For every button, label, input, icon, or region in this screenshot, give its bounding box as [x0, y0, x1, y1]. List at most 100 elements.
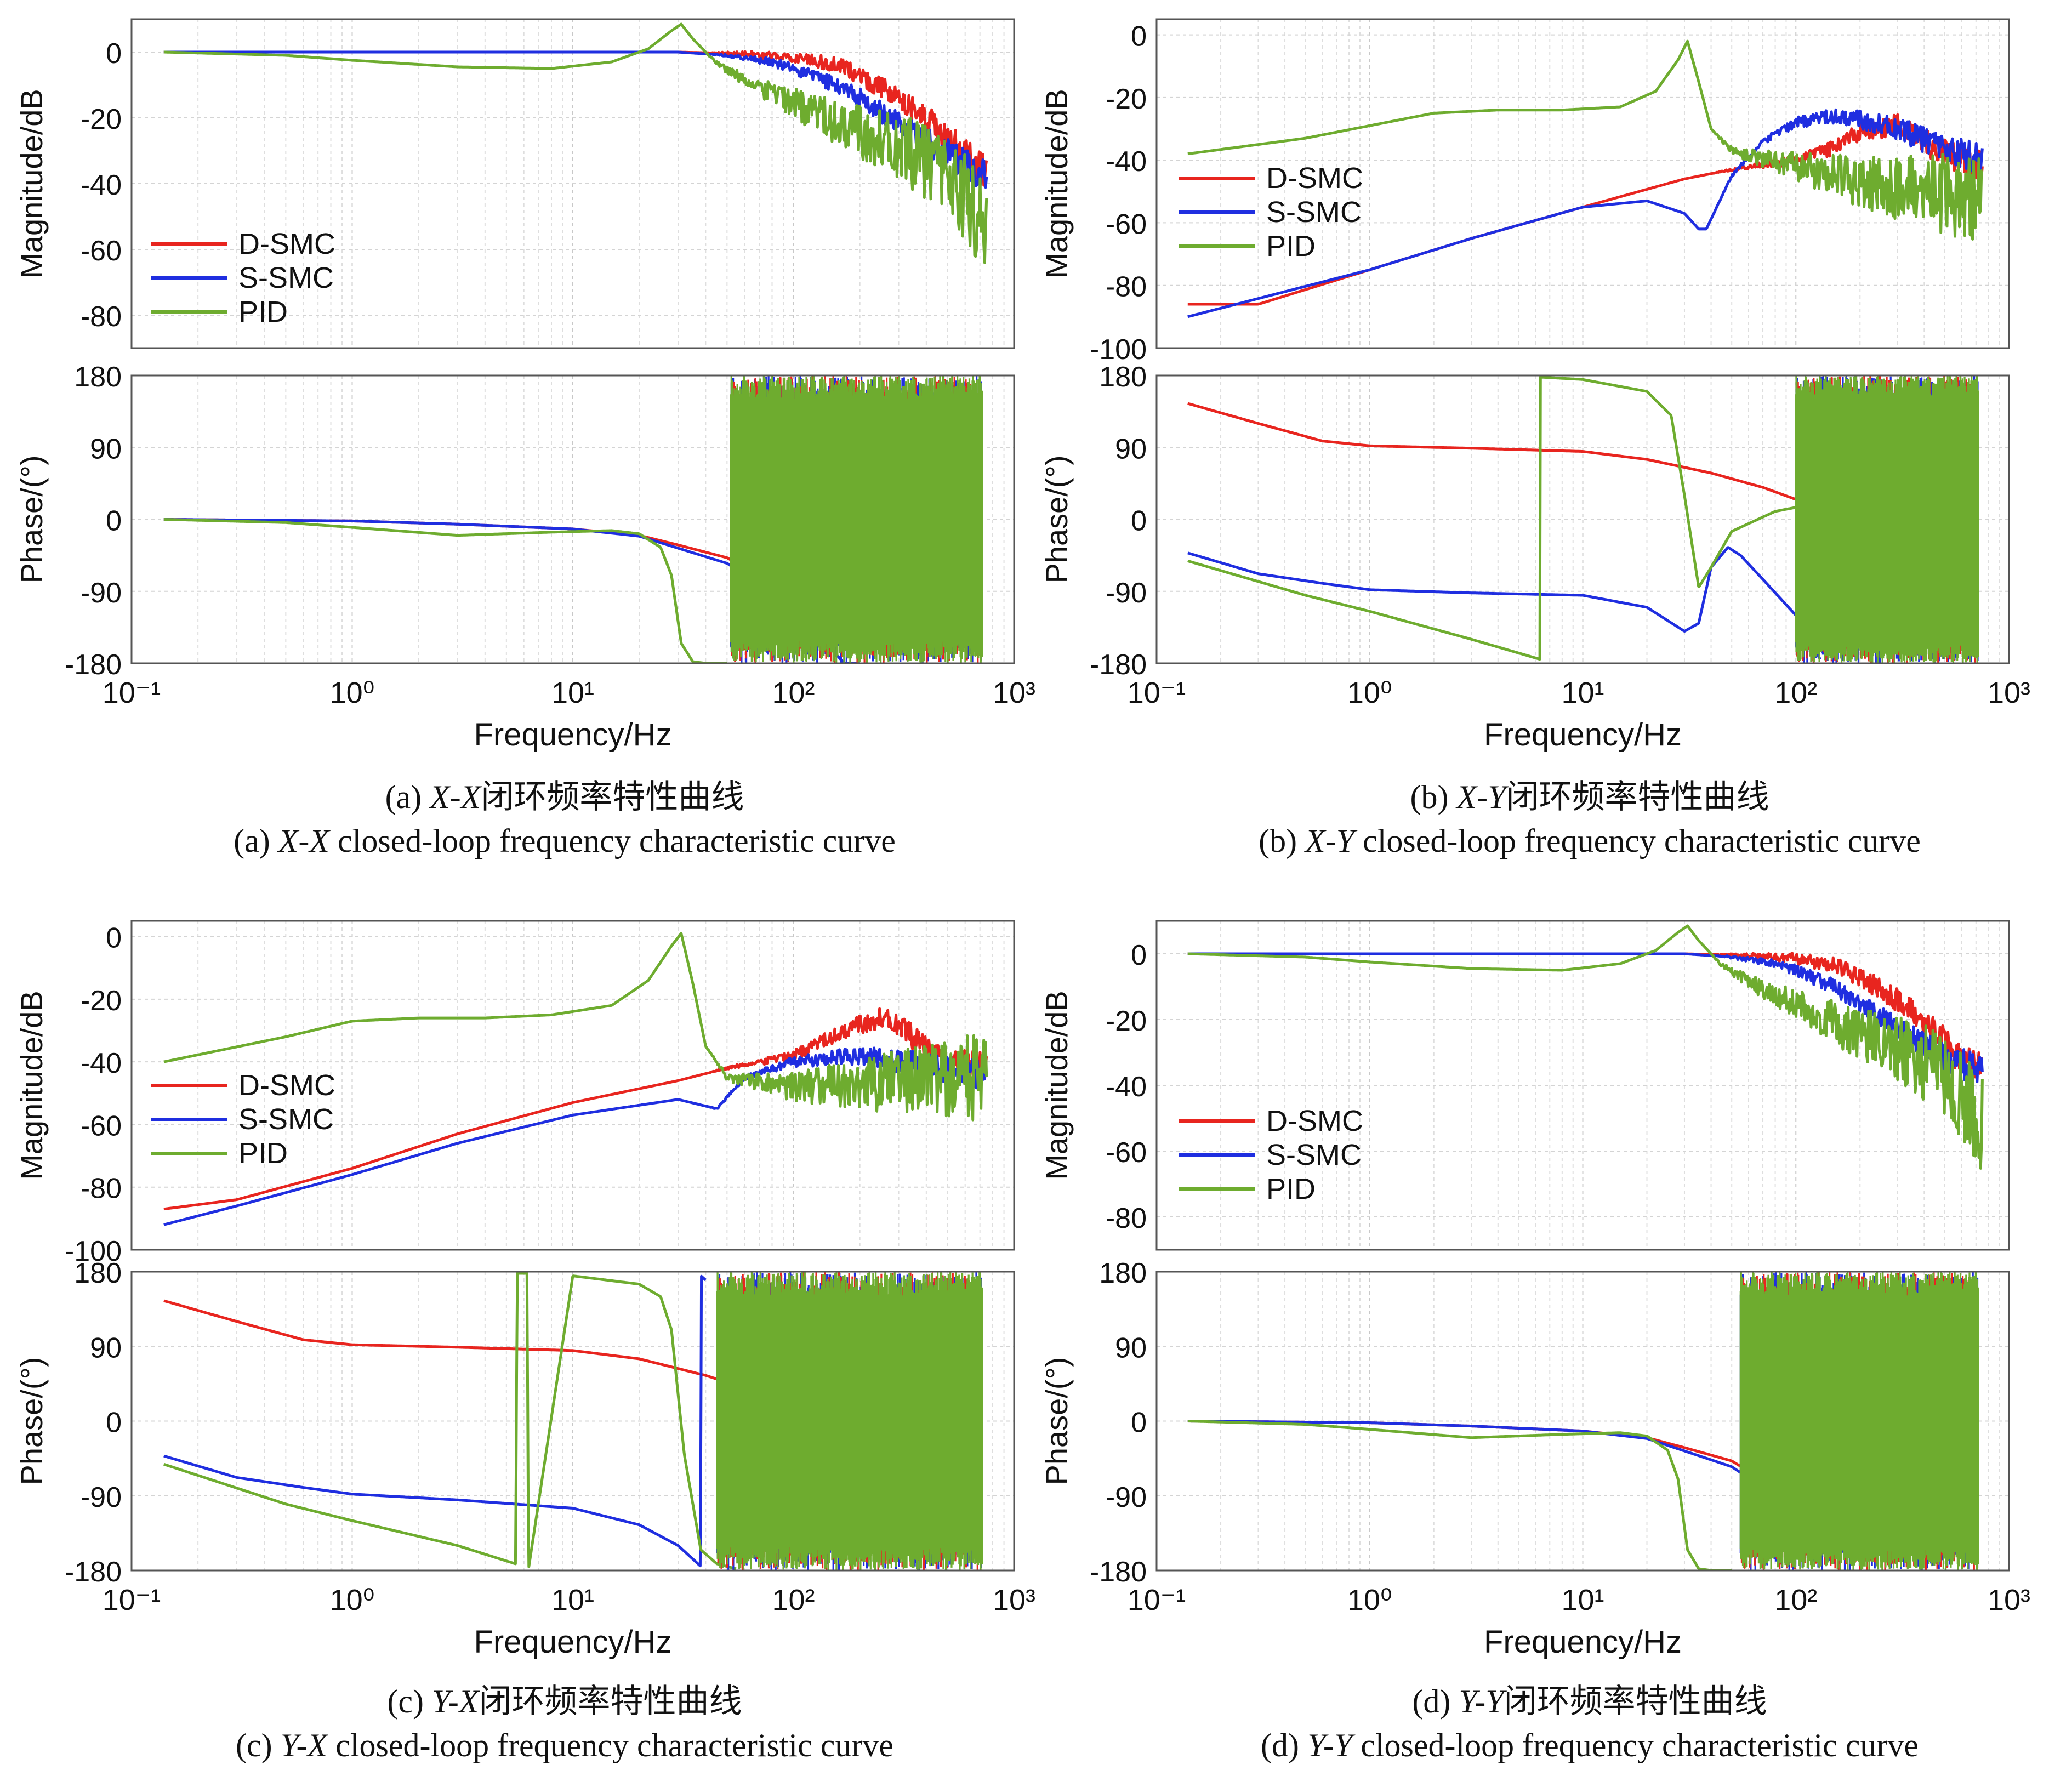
chart-b-legend-label-d-smc: D-SMC	[1266, 162, 1363, 195]
chart-c-phase-series-d-smc	[163, 1299, 745, 1390]
chart-c-phase-frame	[130, 1271, 1015, 1572]
chart-b-xlabel: Frequency/Hz	[1484, 717, 1682, 753]
chart-a-magnitude-ytick-label: -80	[81, 301, 122, 333]
chart-d-magnitude-frame	[1155, 920, 2010, 1251]
caption-a-en: (a) X-X closed-loop frequency characteri…	[234, 823, 896, 859]
chart-a-magnitude-series-s-smc	[163, 50, 988, 189]
chart-a-magnitude-ylabel: Magnitude/dB	[14, 89, 49, 278]
chart-d-phase-ytick-label: -90	[1106, 1482, 1147, 1513]
chart-b-legend-label-pid: PID	[1266, 230, 1316, 263]
chart-c-phase-ytick-label: 180	[74, 1257, 122, 1289]
chart-a-phase-ylabel: Phase/(°)	[14, 455, 49, 583]
chart-b-magnitude-series-s-smc	[1187, 108, 1984, 318]
chart-c-magnitude-frame	[130, 920, 1015, 1251]
chart-d-phase-ytick-label: 90	[1115, 1332, 1147, 1364]
chart-b-phase-ytick-label: 0	[1131, 505, 1147, 537]
chart-b-phase-frame	[1155, 374, 2010, 664]
chart-a-phase-ytick-label: -180	[65, 649, 122, 681]
chart-c-phase-ytick-label: 0	[106, 1407, 122, 1439]
chart-d-phase-wrap-pid	[1739, 1272, 1979, 1570]
chart-a-phase-ytick-label: 180	[74, 361, 122, 393]
chart-c-magnitude-series-pid	[163, 932, 988, 1122]
chart-b-legend-label-s-smc: S-SMC	[1266, 196, 1362, 229]
caption-b-cn: (b) X-Y闭环频率特性曲线	[1410, 779, 1769, 815]
chart-b-magnitude-ytick-label: -20	[1106, 83, 1147, 115]
chart-b-phase-xtick-label: 10⁻¹	[1128, 676, 1186, 709]
caption-b-en: (b) X-Y closed-loop frequency characteri…	[1259, 823, 1921, 859]
chart-c-magnitude-series-group	[163, 932, 988, 1226]
chart-c-phase-ytick-label: -90	[81, 1482, 122, 1513]
chart-c-magnitude-series-d-smc	[163, 1007, 988, 1211]
chart-a-phase-ytick-label: -90	[81, 577, 122, 609]
chart-d-phase-xtick-label: 10¹	[1561, 1584, 1604, 1616]
chart-d-phase-ytick-label: 0	[1131, 1407, 1147, 1439]
chart-c-magnitude-ytick-label: -80	[81, 1173, 122, 1205]
chart-d-magnitude-ytick-label: 0	[1131, 940, 1147, 971]
chart-c-legend-label-d-smc: D-SMC	[238, 1069, 335, 1102]
chart-b-magnitude-ytick-label: -40	[1106, 146, 1147, 178]
chart-c-phase-ytick-label: -180	[65, 1556, 122, 1588]
chart-d-xlabel: Frequency/Hz	[1484, 1624, 1682, 1660]
chart-c-phase-series-group	[163, 1272, 983, 1570]
chart-d-phase-ylabel: Phase/(°)	[1039, 1357, 1074, 1485]
chart-c-magnitude-series-s-smc	[163, 1046, 987, 1226]
chart-c-magnitude-ylabel: Magnitude/dB	[14, 991, 49, 1180]
chart-d-legend-label-s-smc: S-SMC	[1266, 1139, 1362, 1171]
chart-a-phase-series-pid	[163, 518, 728, 663]
chart-a-phase-xtick-label: 10⁰	[330, 676, 375, 709]
chart-a-phase-ytick-label: 90	[90, 433, 122, 465]
chart-b-magnitude-ytick-label: -60	[1106, 208, 1147, 240]
chart-c-magnitude-ytick-label: -100	[65, 1236, 122, 1267]
chart-c-legend-label-s-smc: S-SMC	[238, 1103, 334, 1136]
chart-a-magnitude-series-pid	[163, 22, 988, 264]
chart-a-phase-xtick-label: 10³	[993, 676, 1035, 709]
caption-a-cn: (a) X-X闭环频率特性曲线	[385, 779, 744, 815]
caption-d-en: (d) Y-Y closed-loop frequency characteri…	[1260, 1727, 1919, 1763]
chart-a-xlabel: Frequency/Hz	[474, 717, 671, 753]
chart-c-legend-label-pid: PID	[238, 1137, 288, 1170]
chart-b-phase-ytick-label: 180	[1099, 361, 1147, 393]
chart-d-magnitude-series-pid	[1187, 924, 1984, 1170]
chart-c-phase-ytick-label: 90	[90, 1332, 122, 1364]
chart-c-phase-xtick-label: 10²	[772, 1584, 815, 1616]
chart-b-magnitude-series-group	[1187, 39, 1984, 318]
chart-c-magnitude-ytick-label: -40	[81, 1048, 122, 1079]
chart-d-magnitude-ylabel: Magnitude/dB	[1039, 991, 1074, 1180]
caption-c-en: (c) Y-X closed-loop frequency characteri…	[236, 1727, 893, 1763]
chart-b-magnitude-ylabel: Magnitude/dB	[1039, 89, 1074, 278]
chart-d-phase-xtick-label: 10²	[1774, 1584, 1817, 1616]
chart-d-magnitude-series-s-smc	[1187, 952, 1984, 1085]
chart-d-phase-series-s-smc	[1187, 1420, 1814, 1530]
chart-d-magnitude-series-group	[1187, 924, 1984, 1170]
chart-d-magnitude-ytick-label: -20	[1106, 1005, 1147, 1037]
chart-a-magnitude-ytick-label: -20	[81, 104, 122, 135]
chart-c-phase-ylabel: Phase/(°)	[14, 1357, 49, 1485]
chart-d-magnitude-ytick-label: -40	[1106, 1071, 1147, 1103]
chart-a-phase-frame	[130, 374, 1015, 664]
chart-b-phase-ytick-label: -90	[1106, 577, 1147, 609]
chart-c-phase-series-pid	[163, 1272, 737, 1570]
chart-d-phase-ytick-label: 180	[1099, 1257, 1147, 1289]
chart-a-phase-ytick-label: 0	[106, 505, 122, 537]
chart-a-phase-series-group	[163, 375, 983, 663]
chart-c-phase-xtick-label: 10³	[993, 1584, 1035, 1616]
chart-b-phase-ylabel: Phase/(°)	[1039, 455, 1074, 583]
chart-a-magnitude-ytick-label: 0	[106, 38, 122, 70]
chart-d-phase-series-pid	[1187, 1420, 1733, 1570]
chart-b-phase-series-d-smc	[1187, 402, 1797, 501]
chart-a-magnitude-series-group	[163, 22, 988, 264]
chart-b-phase-xtick-label: 10⁰	[1347, 676, 1392, 709]
chart-d-phase-series-group	[1187, 1272, 1979, 1570]
chart-d-phase-xtick-label: 10⁰	[1347, 1584, 1392, 1616]
chart-d-legend-label-pid: PID	[1266, 1172, 1316, 1205]
chart-b-phase-ytick-label: 90	[1115, 433, 1147, 465]
chart-c-phase-wrap-pid	[716, 1272, 983, 1570]
chart-d-phase-frame	[1155, 1271, 2010, 1572]
chart-d-magnitude-ytick-label: -80	[1106, 1203, 1147, 1234]
